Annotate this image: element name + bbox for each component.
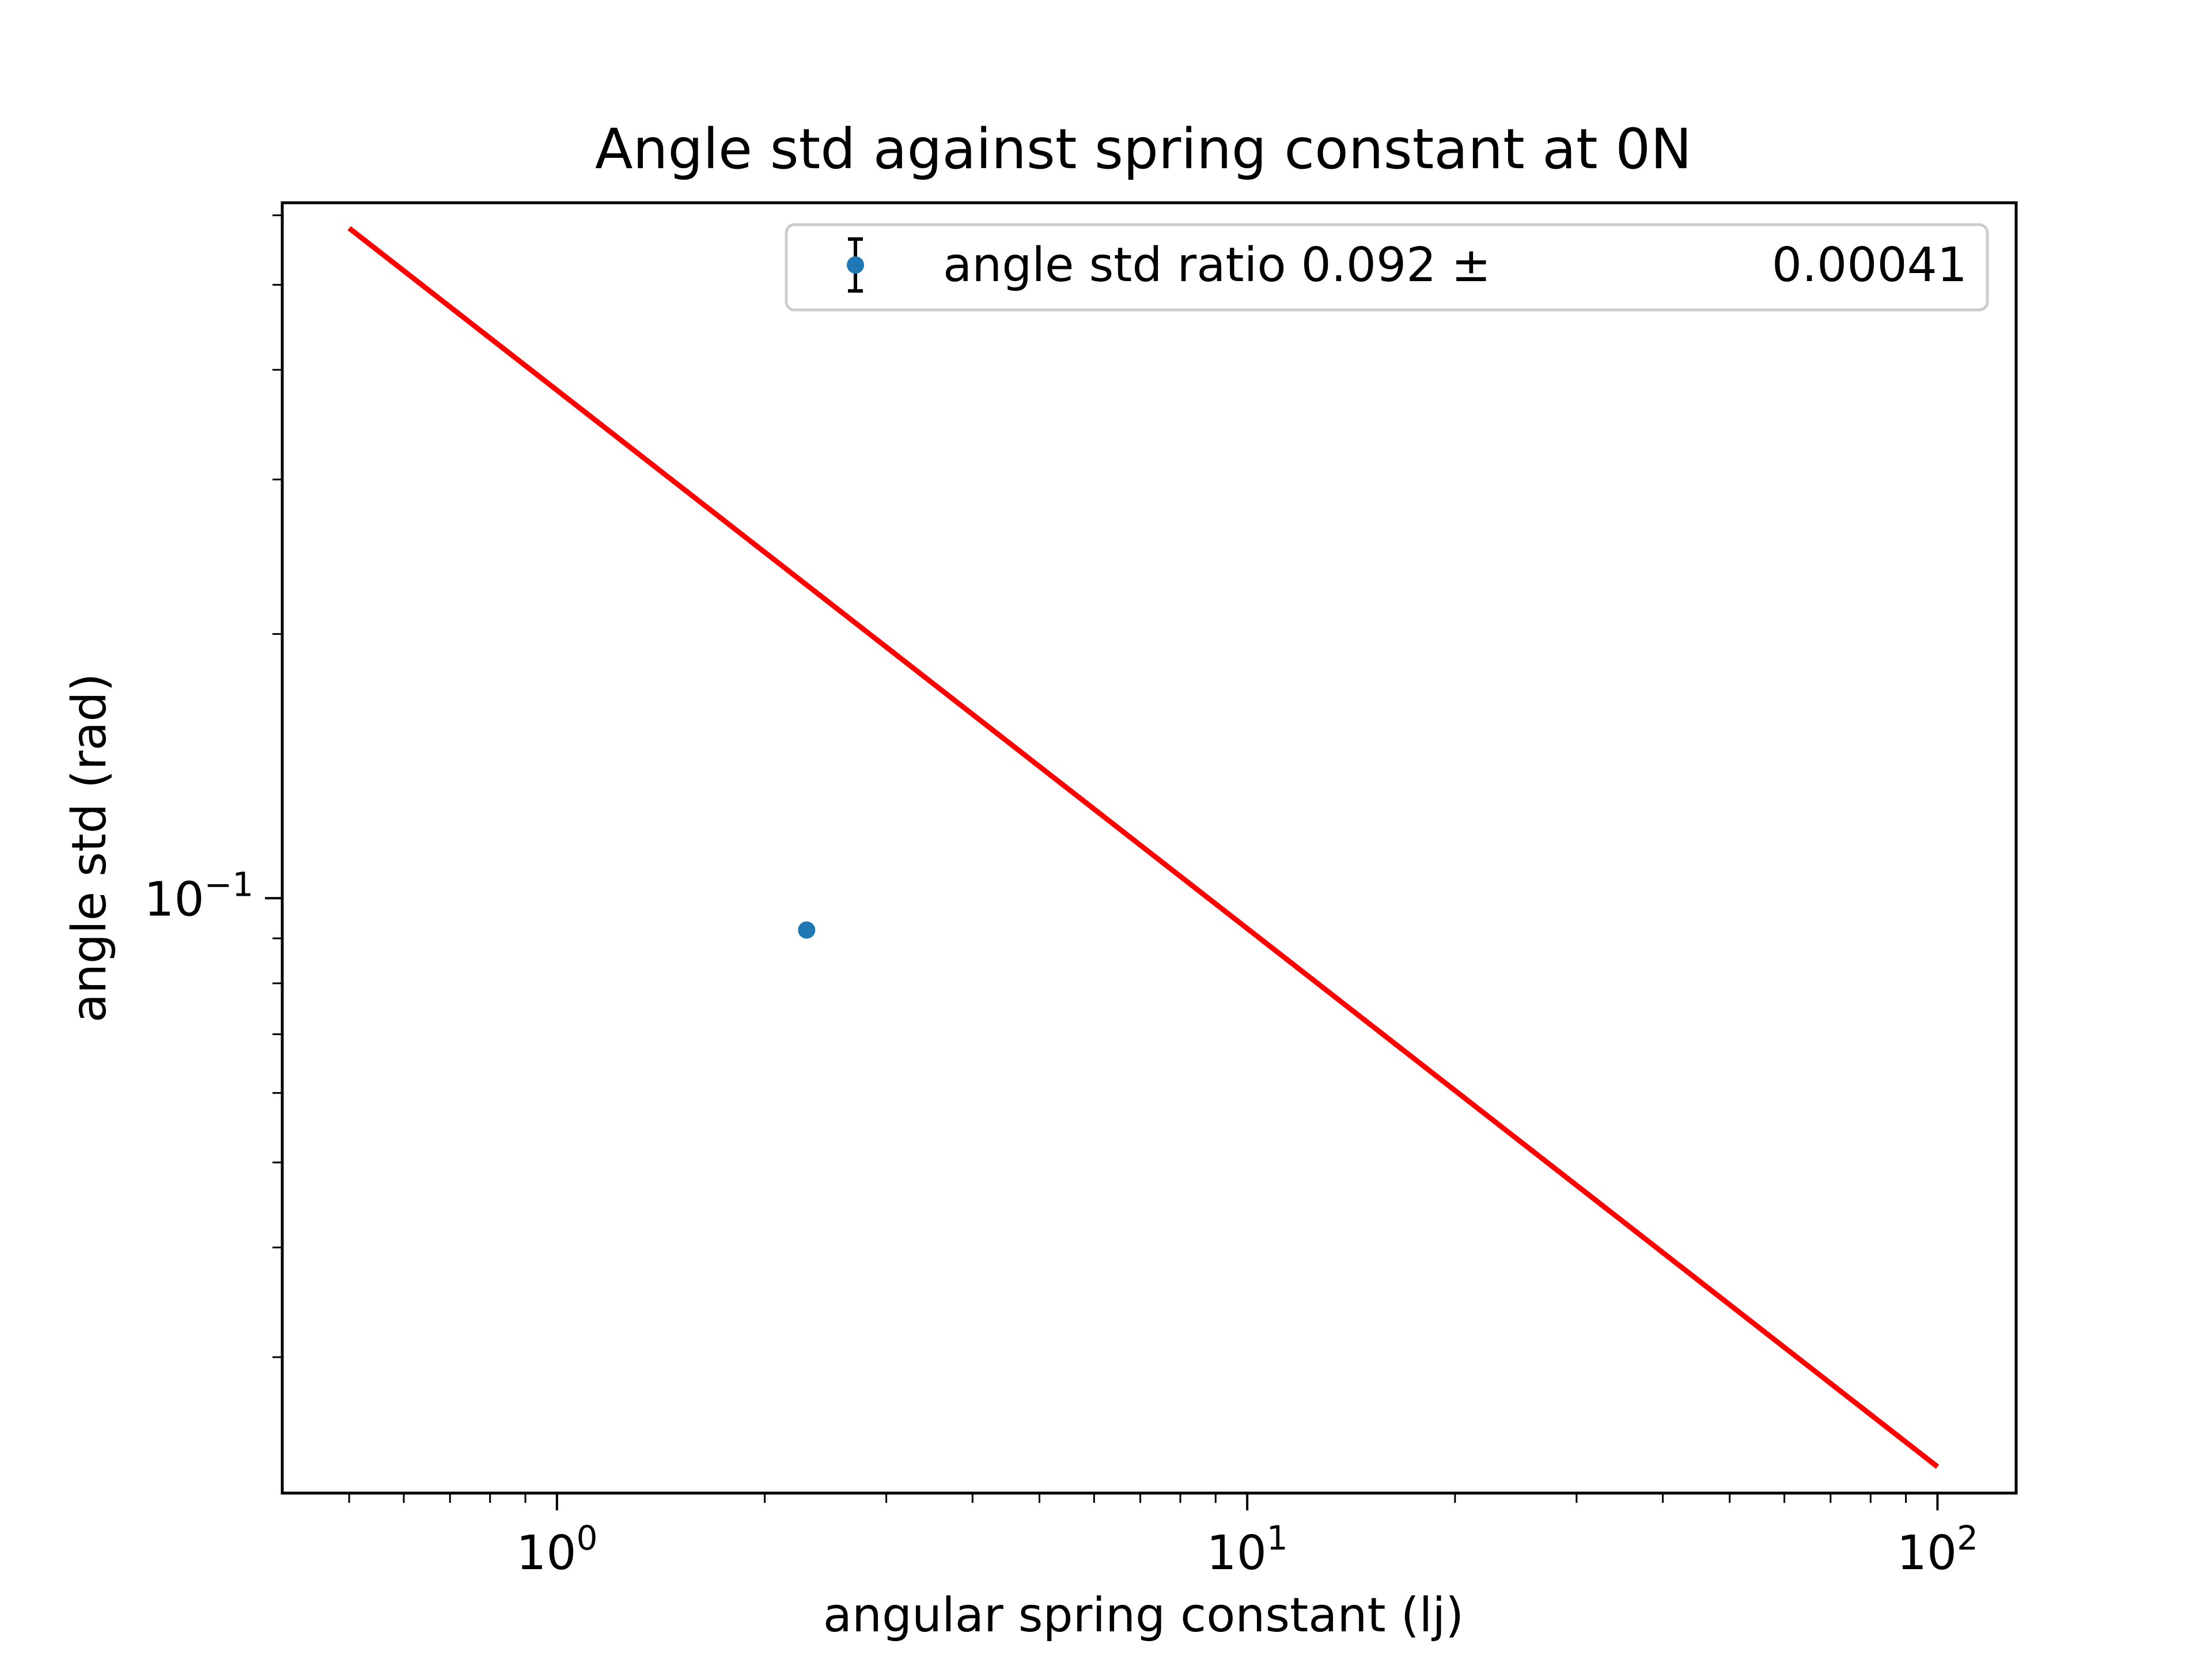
- legend-box: [785, 223, 1989, 312]
- legend-value: 0.00041: [1772, 238, 1967, 293]
- legend-marker-errorbar: [847, 237, 864, 293]
- y-axis-label: angle std (rad): [62, 673, 117, 1023]
- legend-label: angle std ratio 0.092 ±: [943, 238, 1491, 293]
- x-tick-label-1: 101: [1207, 1518, 1288, 1581]
- x-tick-label-0: 100: [516, 1518, 597, 1581]
- chart-title: Angle std against spring constant at 0N: [595, 117, 1692, 181]
- x-axis-label: angular spring constant (lj): [823, 1588, 1464, 1643]
- plot-frame: [281, 201, 2018, 1495]
- legend: angle std ratio 0.092 ± 0.00041: [785, 223, 1989, 312]
- data-point-0: [798, 921, 816, 939]
- series-1-line: [347, 226, 1940, 1469]
- y-tick-label-0: 10−1: [144, 865, 253, 927]
- legend-marker-point: [847, 256, 864, 274]
- x-tick-label-2: 102: [1897, 1518, 1978, 1581]
